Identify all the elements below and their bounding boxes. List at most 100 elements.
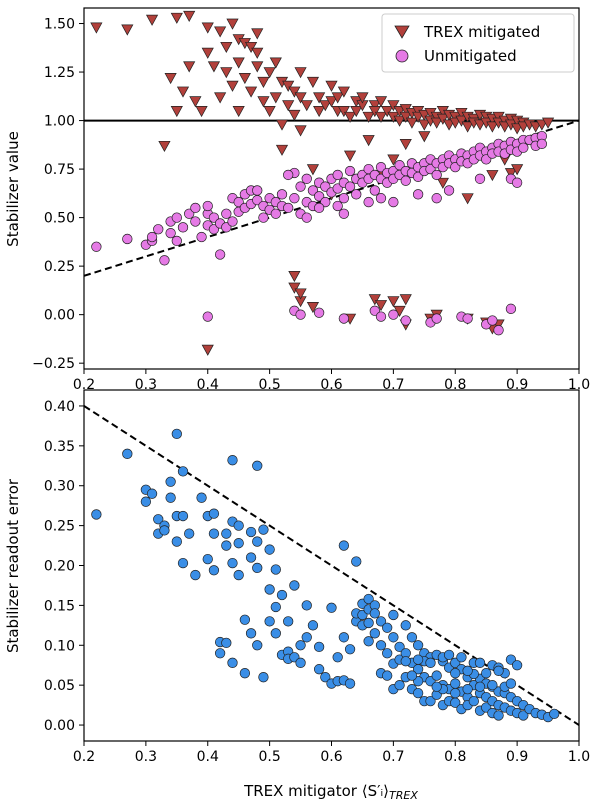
data-point xyxy=(214,648,226,659)
data-point xyxy=(425,695,436,707)
trex-point xyxy=(362,135,375,147)
data-point xyxy=(221,540,232,551)
data-point xyxy=(313,641,325,653)
trex-point xyxy=(189,96,202,108)
trex-point xyxy=(387,154,400,166)
data-point xyxy=(344,678,356,689)
data-point xyxy=(245,552,257,563)
data-point xyxy=(239,668,251,679)
trex-point xyxy=(350,106,363,118)
data-point xyxy=(394,641,405,653)
x-tick-label: 0.5 xyxy=(258,749,280,765)
data-point xyxy=(177,557,189,569)
data-point xyxy=(301,173,312,184)
trex-point xyxy=(176,86,190,98)
trex-point xyxy=(201,344,214,356)
data-point xyxy=(375,193,387,204)
trex-point xyxy=(306,164,320,176)
data-point xyxy=(252,185,263,196)
trex-point xyxy=(269,57,282,69)
trex-point xyxy=(201,22,214,34)
trex-point xyxy=(275,119,289,131)
trex-point xyxy=(145,14,159,26)
data-point xyxy=(295,640,306,651)
trex-point xyxy=(325,96,338,108)
data-point xyxy=(344,181,356,192)
trex-point xyxy=(226,18,239,30)
trex-point xyxy=(201,47,214,59)
data-point xyxy=(505,678,517,689)
data-point xyxy=(252,536,263,547)
data-point xyxy=(388,632,399,643)
data-point xyxy=(369,185,380,196)
x-tick-label: 0.5 xyxy=(258,377,280,393)
trex-point xyxy=(362,111,375,123)
data-point xyxy=(190,216,201,227)
data-point xyxy=(252,460,263,471)
data-point xyxy=(462,665,473,676)
trex-point xyxy=(288,270,301,283)
legend-box xyxy=(381,13,575,73)
y-tick-label: 0.50 xyxy=(44,211,75,227)
data-point xyxy=(208,528,220,539)
data-point xyxy=(388,196,399,208)
data-point xyxy=(400,620,411,631)
data-point xyxy=(412,640,424,651)
trex-point xyxy=(337,106,350,118)
data-point xyxy=(431,169,442,181)
data-point xyxy=(320,672,331,683)
data-point xyxy=(511,660,523,671)
bottom-y-axis-label: Stabilizer readout error xyxy=(4,478,22,653)
data-point xyxy=(171,536,182,547)
trex-point xyxy=(90,22,103,34)
data-point xyxy=(326,602,337,613)
data-point xyxy=(431,313,442,324)
y-tick-label: 0.75 xyxy=(44,162,75,178)
top-plot-area xyxy=(83,10,580,356)
trex-point xyxy=(430,117,443,129)
data-point xyxy=(332,200,343,212)
data-point xyxy=(332,169,343,181)
trex-point xyxy=(368,294,381,306)
data-point xyxy=(400,175,411,186)
data-point xyxy=(344,644,356,655)
trex-point xyxy=(368,106,381,118)
x-tick-label: 0.9 xyxy=(506,749,528,765)
data-point xyxy=(295,181,306,192)
data-point xyxy=(177,510,189,522)
trex-point xyxy=(282,100,295,112)
data-point xyxy=(252,640,263,651)
legend: TREX mitigated Unmitigated xyxy=(381,13,575,73)
top-y-ticks: −0.25 0.00 0.25 0.50 0.75 1.00 1.25 1.50 xyxy=(32,17,84,372)
trex-point xyxy=(183,10,196,22)
trex-point xyxy=(418,119,431,131)
data-point xyxy=(283,202,294,214)
data-point xyxy=(171,212,182,223)
data-point xyxy=(258,212,269,223)
trex-point xyxy=(306,302,320,314)
data-point xyxy=(313,664,325,675)
trex-point xyxy=(486,170,499,182)
data-point xyxy=(221,637,232,649)
data-point xyxy=(493,665,504,676)
data-point xyxy=(363,196,374,208)
data-point xyxy=(208,565,220,576)
trex-point xyxy=(226,80,239,92)
data-point xyxy=(450,668,461,679)
top-panel: 0.2 0.3 0.4 0.5 0.6 0.7 0.8 0.9 1.0 −0.25 0.00 0.2… xyxy=(4,7,590,393)
data-point xyxy=(239,614,251,625)
trex-point xyxy=(337,86,350,98)
trex-point xyxy=(374,111,388,123)
trex-point xyxy=(325,80,338,92)
data-point xyxy=(375,616,387,627)
trex-point xyxy=(343,150,357,162)
trex-point xyxy=(405,117,419,129)
data-point xyxy=(165,476,176,487)
trex-point xyxy=(436,177,449,189)
data-point xyxy=(375,640,387,651)
trex-point xyxy=(387,100,400,112)
series-0 xyxy=(91,428,560,723)
trex-point xyxy=(195,106,208,118)
data-point xyxy=(338,313,350,324)
data-point xyxy=(258,524,269,535)
